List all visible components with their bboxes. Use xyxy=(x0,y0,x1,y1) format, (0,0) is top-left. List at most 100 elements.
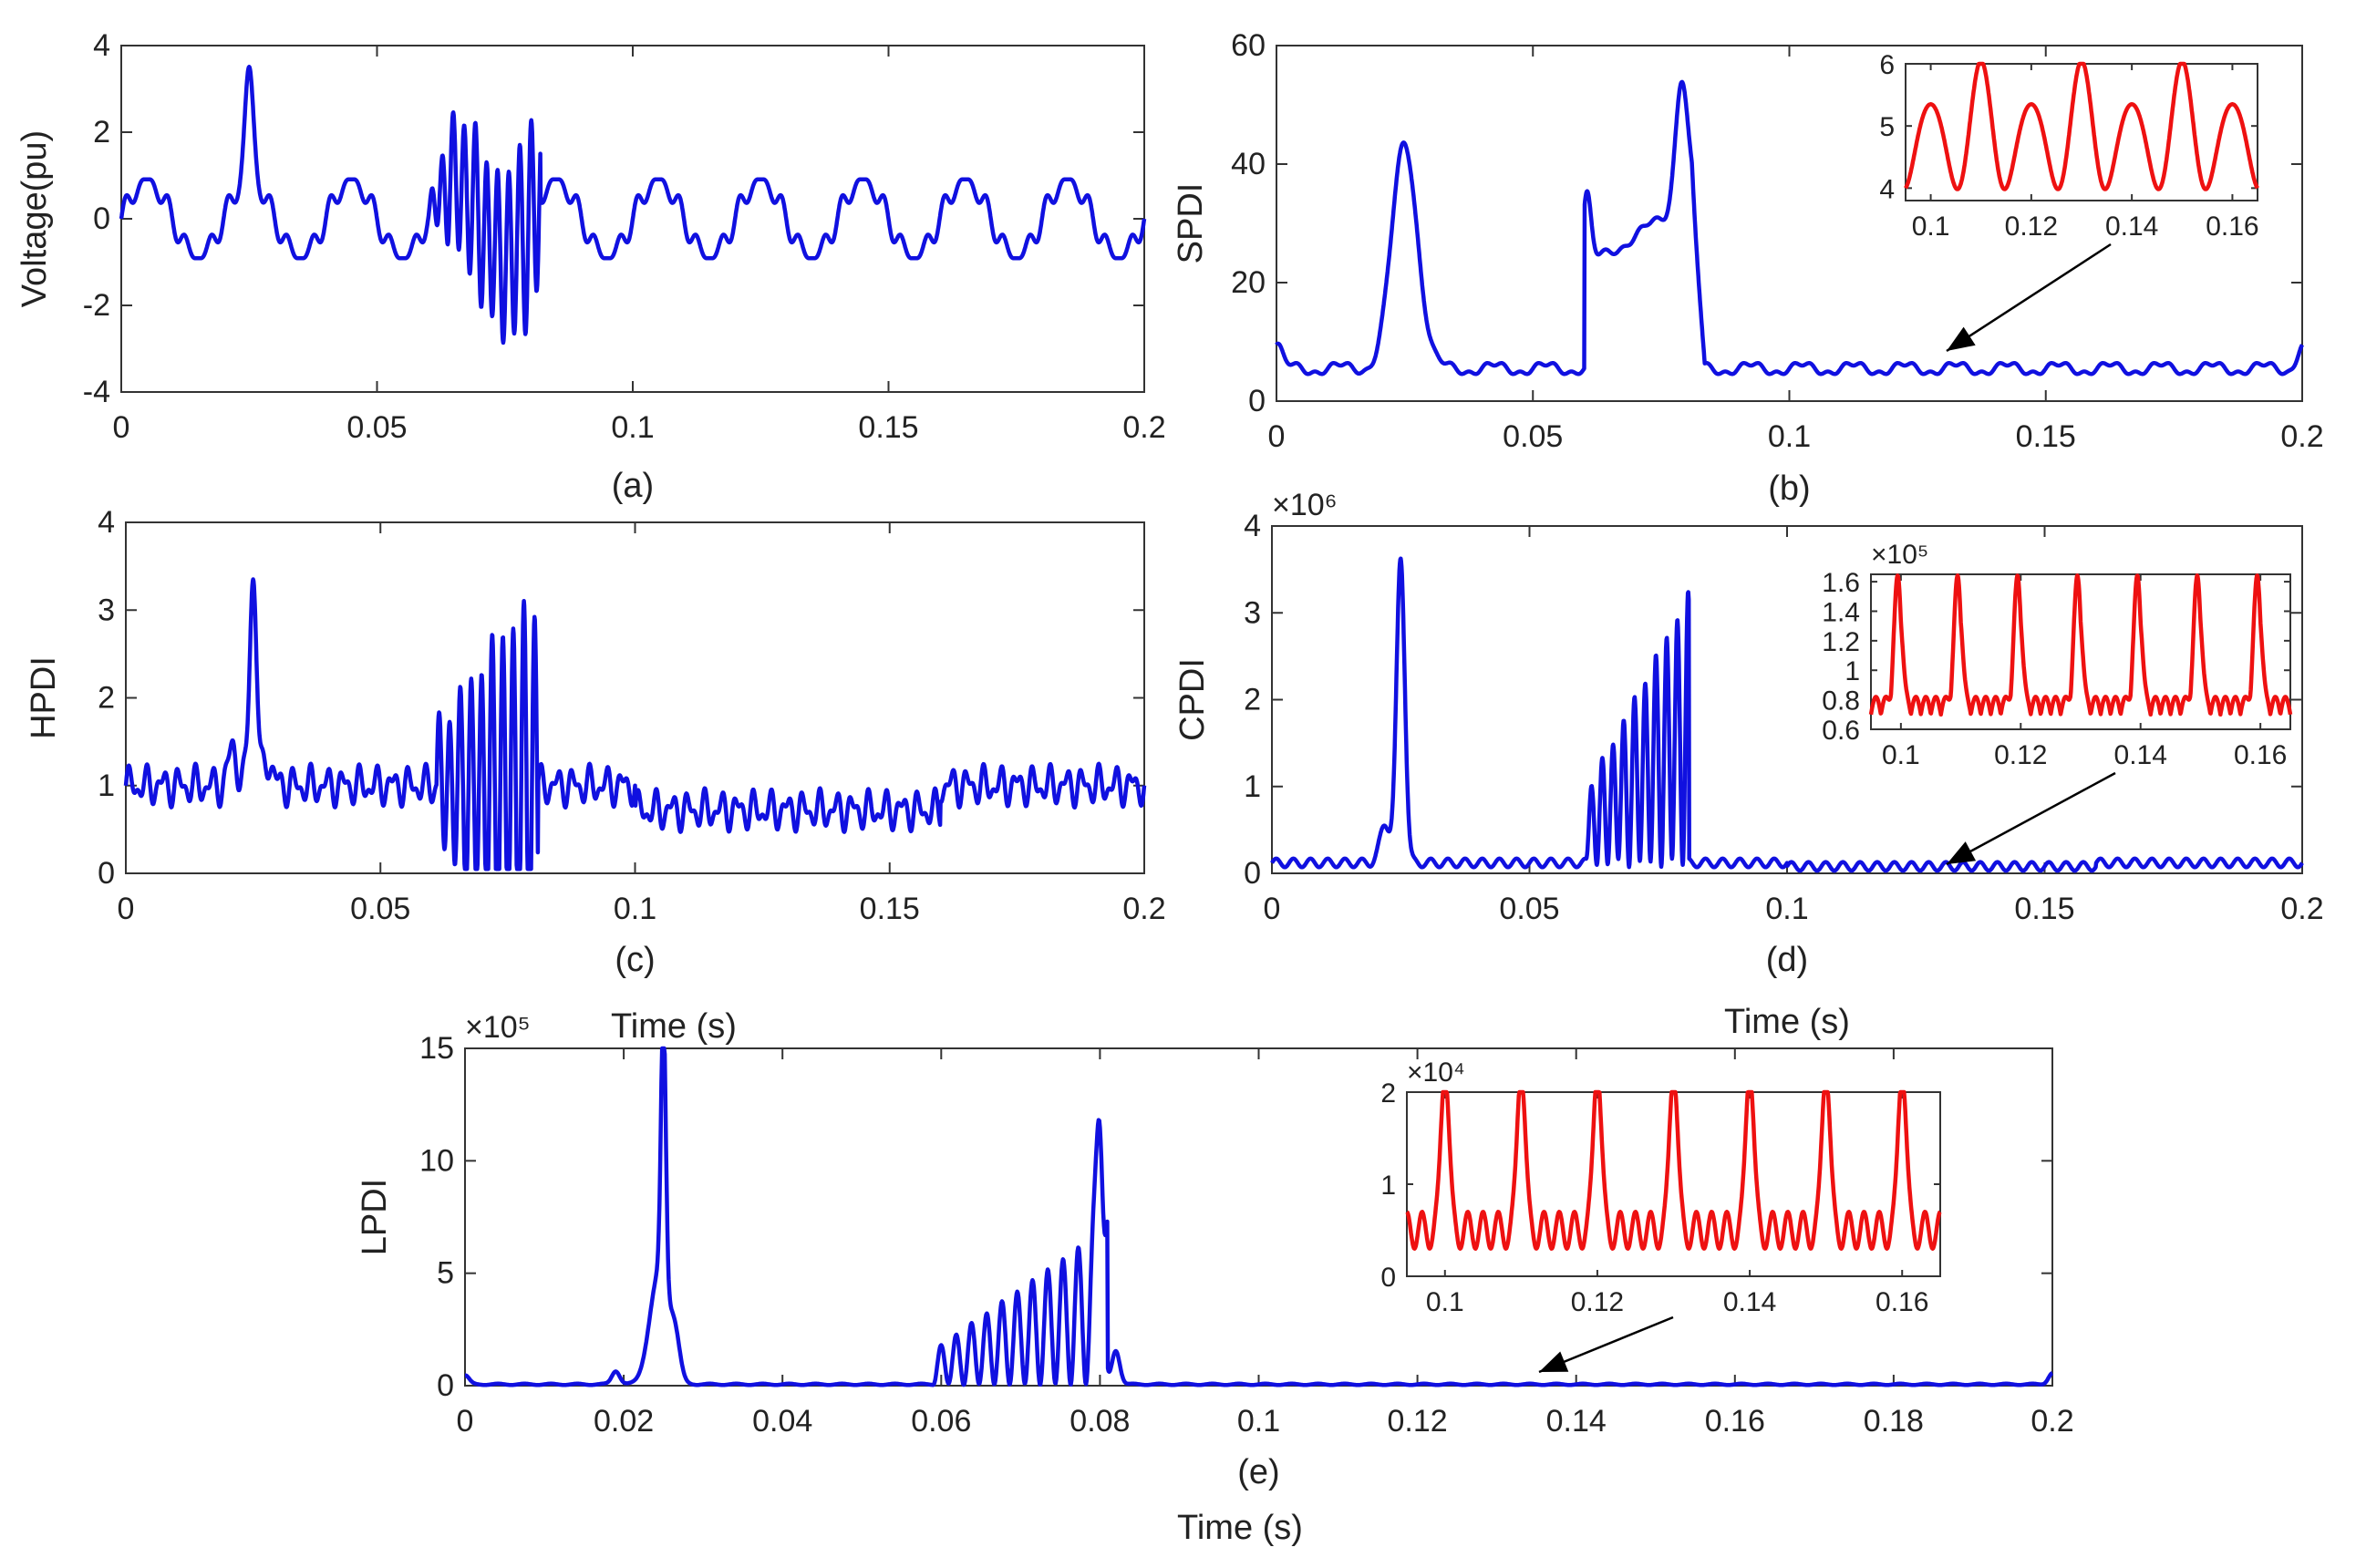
panel-a-ylabel: Voltage(pu) xyxy=(16,130,54,307)
panel-d-inset-xtick-label: 0.1 xyxy=(1882,740,1920,770)
panel-d-inset-plot-frame xyxy=(1870,573,2291,730)
panel-e-inset-xtick-label: 0.12 xyxy=(1571,1287,1624,1317)
panel-b-inset-series-line xyxy=(1904,61,2259,191)
panel-e-inset-ytick-label: 2 xyxy=(1380,1078,1396,1109)
panel-d-inset-ytick-label: 1 xyxy=(1844,656,1860,686)
panel-b-inset-xtick-label: 0.1 xyxy=(1912,211,1950,242)
panel-d-inset-ytick-label: 1.4 xyxy=(1822,597,1860,627)
panel-e-inset-ytick-label: 1 xyxy=(1380,1171,1396,1201)
panel-e-xlabel: Time (s) xyxy=(1177,1509,1303,1547)
panel-e-inset-ytick-label: 0 xyxy=(1380,1263,1396,1293)
panel-d-inset-exponent-label: ×10⁵ xyxy=(1871,540,1928,570)
panel-e-caption: (e) xyxy=(1237,1453,1279,1491)
panel-e-arrow-head xyxy=(1539,1351,1569,1372)
panel-e-xtick-label: 0.16 xyxy=(1705,1404,1765,1439)
panel-d-inset-ytick-label: 0.8 xyxy=(1822,686,1860,717)
panel-b-series xyxy=(1275,79,2304,377)
panel-e-ytick-label: 10 xyxy=(419,1143,454,1178)
panel-d-inset-ytick-label: 1.2 xyxy=(1822,627,1860,657)
panel-e-xtick-label: 0.06 xyxy=(911,1404,971,1439)
panel-d-axes: 0 0.05 0.1 0.15 0.2 0 1 2 3 4 ×10⁶ xyxy=(1244,488,2324,926)
panel-b-inset-ytick-label: 6 xyxy=(1879,50,1895,80)
panel-d-xtick-label: 0.05 xyxy=(1499,892,1559,926)
panel-e-exponent-label: ×10⁵ xyxy=(465,1010,531,1045)
panel-c-series xyxy=(123,577,1147,872)
panel-a-series-line xyxy=(119,65,1147,346)
panel-c-ytick-label: 4 xyxy=(98,505,115,540)
panel-e-arrow xyxy=(1538,1315,1674,1374)
panel-a-series xyxy=(119,65,1147,346)
panel-d-ytick-label: 2 xyxy=(1244,683,1261,717)
panel-d-xlabel: Time (s) xyxy=(1724,1003,1850,1041)
panel-e-series xyxy=(463,1046,2054,1387)
panel-e-xtick-label: 0.08 xyxy=(1070,1404,1130,1439)
panel-e-inset-xtick-label: 0.14 xyxy=(1723,1287,1776,1317)
panel-d-xtick-label: 0.15 xyxy=(2014,892,2074,926)
panel-b-series-line xyxy=(1275,79,2304,377)
panel-c-ytick-label: 3 xyxy=(98,593,115,627)
panel-c-ytick-label: 2 xyxy=(98,681,115,716)
panel-b-inset-xtick-label: 0.16 xyxy=(2206,211,2258,242)
panel-d-inset-series-line xyxy=(1868,573,2293,717)
panel-d-ytick-label: 3 xyxy=(1244,595,1261,630)
panel-b-xtick-label: 0 xyxy=(1268,419,1286,454)
panel-a-xtick-label: 0.05 xyxy=(346,410,407,445)
panel-b-arrow-head xyxy=(1947,326,1976,351)
panel-d-series-line xyxy=(1270,556,2304,873)
panel-a-ytick-label: 2 xyxy=(93,115,110,150)
panel-b-xtick-label: 0.1 xyxy=(1768,419,1811,454)
panel-b-ylabel: SPDI xyxy=(1172,183,1210,264)
panel-d-inset-xtick-label: 0.14 xyxy=(2114,740,2167,770)
panel-c-ytick-label: 0 xyxy=(98,856,115,891)
panel-a-xtick-label: 0.1 xyxy=(611,410,654,445)
panel-d-caption: (d) xyxy=(1766,941,1808,979)
panel-e-inset-xtick-label: 0.1 xyxy=(1426,1287,1464,1317)
panel-d-inset-xtick-label: 0.16 xyxy=(2234,740,2287,770)
panel-d-inset-series xyxy=(1868,573,2293,717)
panel-e-xtick-label: 0.1 xyxy=(1237,1404,1280,1439)
panel-b-inset-ytick-label: 5 xyxy=(1879,112,1895,142)
panel-d-ytick-label: 0 xyxy=(1244,856,1261,891)
panel-e-xtick-label: 0.14 xyxy=(1546,1404,1607,1439)
panel-d-xtick-label: 0.2 xyxy=(2280,892,2323,926)
panel-e-series-line xyxy=(463,1046,2054,1387)
panel-e-ytick-label: 5 xyxy=(437,1256,454,1291)
panel-c-ylabel: HPDI xyxy=(25,656,63,739)
panel-e-ylabel: LPDI xyxy=(356,1179,394,1255)
panel-a-caption: (a) xyxy=(612,467,654,505)
panel-d-inset-xtick-label: 0.12 xyxy=(1994,740,2047,770)
panel-c-xtick-label: 0.2 xyxy=(1122,892,1165,926)
panel-e-ytick-label: 0 xyxy=(437,1368,454,1403)
panel-e-xtick-label: 0.04 xyxy=(752,1404,812,1439)
panel-a-xtick-label: 0 xyxy=(113,410,130,445)
panel-c-series-line xyxy=(123,577,1147,872)
panel-e-ytick-label: 15 xyxy=(419,1031,454,1066)
panel-c-axes: 0 0.05 0.1 0.15 0.2 0 1 2 3 4 xyxy=(98,505,1166,926)
panel-b-ytick-label: 60 xyxy=(1231,28,1266,63)
panel-b-arrow xyxy=(1946,242,2112,353)
panel-e-inset-series-line xyxy=(1405,1089,1942,1251)
panel-e-xtick-label: 0.12 xyxy=(1388,1404,1448,1439)
panel-c-xtick-label: 0 xyxy=(118,892,135,926)
panel-b-caption: (b) xyxy=(1768,469,1810,508)
panel-c-ytick-label: 1 xyxy=(98,769,115,803)
panel-b-xtick-label: 0.05 xyxy=(1503,419,1563,454)
panel-e-inset-exponent-label: ×10⁴ xyxy=(1407,1057,1465,1088)
panel-a-xtick-label: 0.15 xyxy=(858,410,918,445)
panel-b-inset-xtick-label: 0.14 xyxy=(2105,211,2158,242)
panel-e-xtick-label: 0 xyxy=(457,1404,474,1439)
panel-d-exponent-label: ×10⁶ xyxy=(1272,488,1338,522)
panel-c-xtick-label: 0.15 xyxy=(860,892,920,926)
panel-e-inset-series xyxy=(1405,1089,1942,1251)
panel-d-arrow-head xyxy=(1947,841,1977,864)
panel-c-xtick-label: 0.05 xyxy=(350,892,410,926)
panel-e-xtick-label: 0.2 xyxy=(2030,1404,2073,1439)
panel-b-inset-ytick-label: 4 xyxy=(1879,174,1895,204)
panel-e-inset-inset-axes: 0.1 0.12 0.14 0.16 0 1 2 ×10⁴ xyxy=(1380,1057,1941,1317)
panel-d-arrow xyxy=(1946,771,2116,866)
panel-b-inset-xtick-label: 0.12 xyxy=(2005,211,2058,242)
panel-d-inset-ytick-label: 1.6 xyxy=(1822,568,1860,598)
panel-a-ytick-label: -4 xyxy=(83,375,110,409)
